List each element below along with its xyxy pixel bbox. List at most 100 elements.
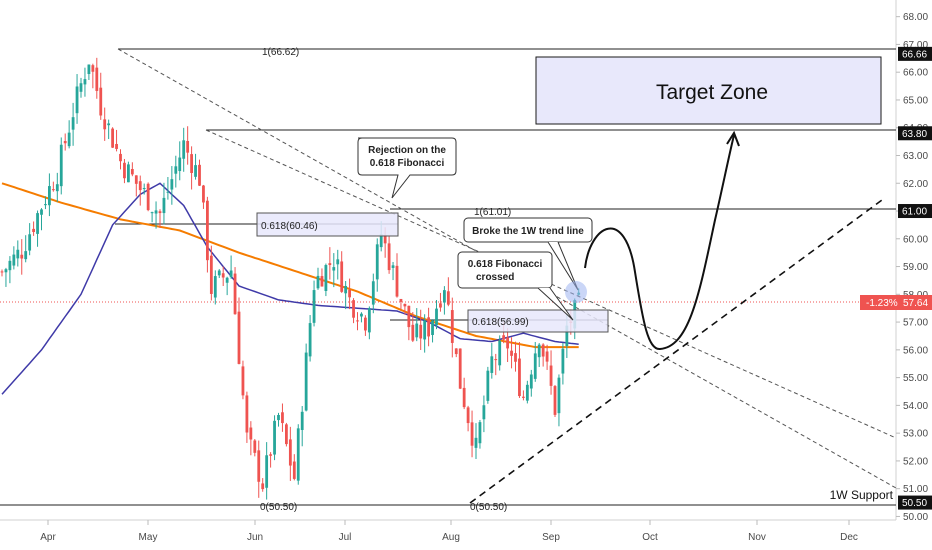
candle-body (545, 351, 549, 362)
candle-body (458, 348, 462, 389)
candle-body (237, 311, 241, 364)
breakout-highlight (565, 281, 587, 303)
candle-body (478, 422, 482, 444)
candle-body (537, 344, 541, 358)
candle-body (249, 427, 253, 440)
candle-body (533, 353, 537, 379)
candle-body (308, 323, 312, 357)
level-badge (898, 126, 932, 141)
candle-body (138, 181, 142, 191)
moving-average-slow (1, 182, 579, 349)
candle-body (490, 356, 494, 373)
support-label: 1W Support (830, 488, 894, 502)
fib-crossed-text-line1: 0.618 Fibonacci (468, 259, 543, 270)
candle-body (103, 119, 107, 130)
target-zone-box (535, 56, 882, 125)
candle-body (506, 337, 509, 349)
candlestick-series (0, 57, 581, 500)
candle-body (450, 310, 454, 343)
candle-body (194, 165, 197, 177)
candle-body (486, 370, 490, 401)
projected-arrow-head (726, 130, 740, 147)
time-tick-label: Dec (840, 532, 858, 543)
candle-body (20, 254, 24, 259)
candle-body (435, 308, 438, 326)
candle-body (522, 396, 525, 398)
level-badge (898, 495, 932, 510)
candle-body (320, 276, 324, 287)
candle-body (470, 422, 474, 446)
candle-body (174, 166, 178, 174)
level-badge (898, 204, 932, 219)
candle-body (360, 313, 363, 317)
level-badge-label: 63.80 (902, 129, 927, 140)
time-tick-label: Apr (40, 532, 56, 543)
candle-body (213, 276, 217, 298)
candle-body (482, 405, 486, 420)
candle-body (336, 259, 340, 265)
candle-body (549, 365, 553, 386)
candle-body (221, 273, 225, 278)
candle-body (423, 320, 427, 340)
candle-body (229, 270, 233, 278)
price-tick-label: 52.00 (903, 456, 928, 467)
candle-body (415, 323, 419, 338)
candle-body (502, 335, 506, 340)
uptrend-line (469, 199, 883, 504)
projected-price-path (584, 134, 735, 350)
time-axis-ticks: Apr May Jun Jul Aug Sep Oct Nov Dec (40, 520, 858, 543)
candle-body (541, 344, 545, 357)
candle-body (446, 291, 450, 305)
candle-body (55, 184, 59, 192)
candle-body (281, 412, 284, 424)
price-tick-label: 53.00 (903, 429, 928, 440)
price-tick-label: 59.00 (903, 262, 928, 273)
candle-body (344, 285, 348, 294)
candle-body (190, 154, 193, 173)
candle-body (162, 197, 166, 214)
candle-body (107, 123, 111, 126)
price-tick-label: 60.00 (903, 234, 928, 245)
candle-body (48, 186, 51, 206)
candle-body (565, 325, 569, 346)
price-tick-label: 57.00 (903, 318, 928, 329)
candle-body (269, 454, 272, 456)
price-axis-ticks: 50.00 51.00 52.00 53.00 54.00 55.00 56.00 57.00… (896, 12, 928, 523)
candle-body (285, 424, 288, 445)
candle-body (352, 300, 355, 318)
candle-body (28, 234, 32, 251)
candle-body (123, 162, 126, 179)
candle-body (332, 267, 336, 271)
candle-body (142, 188, 146, 190)
target-zone-label: Target Zone (656, 81, 768, 104)
candle-body (300, 411, 304, 430)
candle-body (273, 420, 276, 455)
candle-body (427, 317, 430, 337)
fib-label-618-a: 0.618(60.46) (261, 221, 318, 232)
current-price-badge-group: -1.23% 57.64 (860, 295, 932, 310)
candle-body (443, 290, 446, 303)
price-tick-label: 51.00 (903, 484, 928, 495)
time-tick-label: Jun (247, 532, 263, 543)
current-price-value: 57.64 (903, 298, 928, 309)
candle-body (340, 261, 344, 292)
time-tick-label: Jul (339, 532, 352, 543)
candle-body (261, 483, 265, 490)
candle-body (466, 407, 470, 424)
candle-body (154, 210, 158, 214)
rejection-text-line1: Rejection on the (368, 145, 446, 156)
candle-body (209, 255, 213, 294)
candle-body (439, 303, 442, 308)
candle-body (395, 265, 399, 297)
candle-body (150, 212, 154, 214)
time-tick-label: Nov (748, 532, 766, 543)
candle-body (557, 377, 561, 414)
candle-body (379, 234, 383, 248)
time-tick-label: May (139, 532, 158, 543)
current-price-change: -1.23% (866, 298, 898, 309)
fib-crossed-callout (457, 251, 553, 289)
candle-body (166, 191, 170, 193)
candle-body (32, 228, 35, 233)
candle-body (0, 271, 4, 273)
